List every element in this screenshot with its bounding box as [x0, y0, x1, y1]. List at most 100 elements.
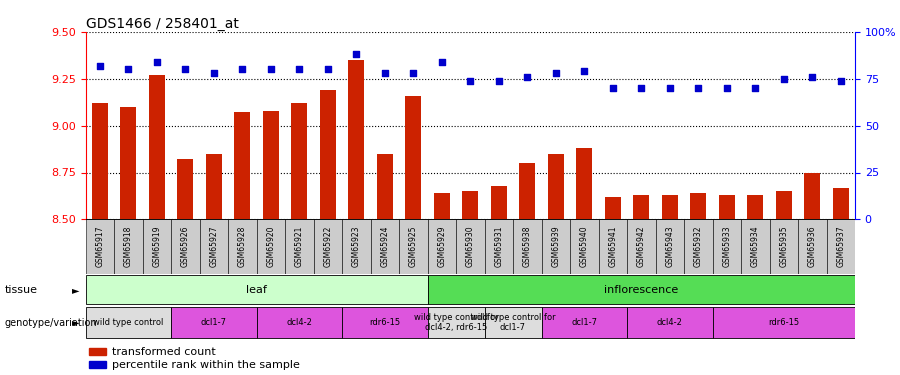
Bar [342, 219, 371, 274]
Point [720, 85, 734, 91]
Bar [484, 219, 513, 274]
Point [833, 78, 848, 84]
Point [491, 78, 506, 84]
Text: ►: ► [72, 285, 79, 295]
Bar [519, 163, 536, 219]
Bar [634, 195, 649, 219]
Bar [342, 308, 428, 338]
Bar [434, 193, 450, 219]
Bar [798, 219, 826, 274]
Bar [428, 308, 484, 338]
Text: leaf: leaf [246, 285, 267, 295]
Point [178, 66, 193, 72]
Text: GSM65934: GSM65934 [751, 226, 760, 267]
Text: dcl4-2: dcl4-2 [657, 318, 683, 327]
Bar [256, 219, 285, 274]
Bar [348, 60, 364, 219]
Bar [548, 154, 563, 219]
Point [549, 70, 563, 76]
Text: rdr6-15: rdr6-15 [369, 318, 400, 327]
Text: GSM65937: GSM65937 [836, 226, 845, 267]
Point [748, 85, 762, 91]
Text: GSM65921: GSM65921 [295, 226, 304, 267]
Bar [371, 219, 399, 274]
Bar [285, 219, 313, 274]
Text: GSM65935: GSM65935 [779, 226, 788, 267]
Text: tissue: tissue [4, 285, 38, 295]
Point [292, 66, 306, 72]
Text: ►: ► [72, 318, 79, 327]
Bar [256, 308, 342, 338]
Text: wild type control for
dcl1-7: wild type control for dcl1-7 [471, 313, 555, 332]
Bar [491, 186, 507, 219]
Bar [428, 275, 855, 304]
Bar [570, 219, 599, 274]
Text: GSM65923: GSM65923 [352, 226, 361, 267]
Bar [627, 308, 713, 338]
Text: GSM65917: GSM65917 [95, 226, 104, 267]
Bar [89, 361, 106, 368]
Point [93, 63, 107, 69]
Point [378, 70, 392, 76]
Bar [428, 219, 456, 274]
Bar [114, 219, 142, 274]
Bar [320, 90, 336, 219]
Bar [805, 172, 820, 219]
Bar [513, 219, 542, 274]
Bar [86, 275, 428, 304]
Text: GSM65942: GSM65942 [637, 226, 646, 267]
Bar [92, 103, 108, 219]
Text: GSM65938: GSM65938 [523, 226, 532, 267]
Point [235, 66, 249, 72]
Bar [171, 219, 200, 274]
Point [463, 78, 477, 84]
Point [206, 70, 221, 76]
Point [435, 59, 449, 65]
Text: GSM65922: GSM65922 [323, 226, 332, 267]
Text: GSM65931: GSM65931 [494, 226, 503, 267]
Point [320, 66, 335, 72]
Bar [177, 159, 194, 219]
Bar [234, 112, 250, 219]
Text: GSM65932: GSM65932 [694, 226, 703, 267]
Bar [719, 195, 734, 219]
Bar [399, 219, 427, 274]
Bar [89, 348, 106, 355]
Bar [463, 191, 478, 219]
Text: transformed count: transformed count [112, 346, 215, 357]
Bar [690, 193, 707, 219]
Text: GSM65919: GSM65919 [152, 226, 161, 267]
Point [149, 59, 164, 65]
Text: GSM65924: GSM65924 [380, 226, 389, 267]
Bar [142, 219, 171, 274]
Point [691, 85, 706, 91]
Text: rdr6-15: rdr6-15 [769, 318, 799, 327]
Text: inflorescence: inflorescence [604, 285, 679, 295]
Bar [576, 148, 592, 219]
Bar [826, 219, 855, 274]
Bar [200, 219, 228, 274]
Point [634, 85, 648, 91]
Text: wild type control for
dcl4-2, rdr6-15: wild type control for dcl4-2, rdr6-15 [414, 313, 499, 332]
Point [777, 76, 791, 82]
Bar [747, 195, 763, 219]
Bar [86, 308, 171, 338]
Bar [206, 154, 221, 219]
Bar [377, 154, 392, 219]
Point [662, 85, 677, 91]
Bar [770, 219, 798, 274]
Text: GSM65936: GSM65936 [808, 226, 817, 267]
Text: GSM65941: GSM65941 [608, 226, 617, 267]
Bar [542, 219, 570, 274]
Bar [405, 96, 421, 219]
Text: GSM65920: GSM65920 [266, 226, 275, 267]
Point [805, 74, 819, 80]
Text: GSM65927: GSM65927 [209, 226, 218, 267]
Bar [456, 219, 484, 274]
Bar [148, 75, 165, 219]
Bar [292, 103, 307, 219]
Point [577, 68, 591, 74]
Bar [713, 219, 741, 274]
Bar [228, 219, 256, 274]
Text: GSM65918: GSM65918 [124, 226, 133, 267]
